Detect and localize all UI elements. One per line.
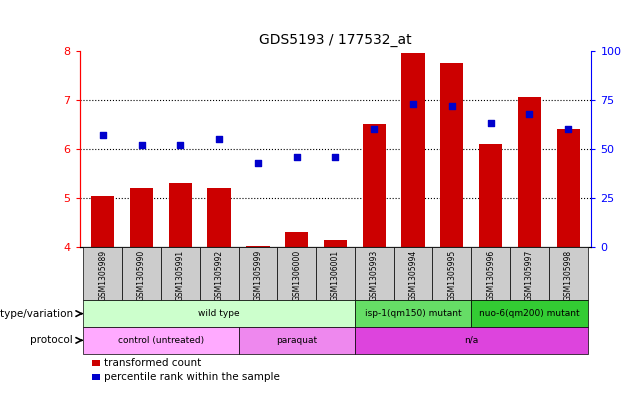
- Bar: [432, 247, 471, 300]
- Bar: [277, 247, 316, 300]
- Bar: [401, 53, 425, 247]
- Bar: [285, 233, 308, 247]
- Text: genotype/variation: genotype/variation: [0, 309, 73, 319]
- Point: [331, 154, 341, 160]
- Bar: [510, 247, 549, 300]
- Bar: [83, 247, 122, 300]
- Text: GSM1305992: GSM1305992: [214, 250, 224, 301]
- Title: GDS5193 / 177532_at: GDS5193 / 177532_at: [259, 33, 411, 47]
- Text: nuo-6(qm200) mutant: nuo-6(qm200) mutant: [479, 309, 580, 318]
- Text: GSM1306000: GSM1306000: [292, 250, 301, 301]
- Point: [214, 136, 225, 142]
- Text: GSM1305990: GSM1305990: [137, 250, 146, 301]
- Bar: [83, 327, 238, 354]
- Bar: [471, 300, 588, 327]
- Text: GSM1305998: GSM1305998: [563, 250, 572, 301]
- Bar: [394, 247, 432, 300]
- Bar: [355, 327, 588, 354]
- Bar: [130, 188, 153, 247]
- Text: protocol: protocol: [31, 335, 73, 345]
- Text: GSM1305996: GSM1305996: [486, 250, 495, 301]
- Point: [408, 101, 418, 107]
- Text: percentile rank within the sample: percentile rank within the sample: [104, 372, 280, 382]
- Bar: [122, 247, 161, 300]
- Bar: [238, 247, 277, 300]
- Bar: [479, 144, 502, 247]
- Point: [446, 103, 457, 109]
- Point: [292, 154, 302, 160]
- Point: [563, 126, 573, 132]
- Text: GSM1305994: GSM1305994: [408, 250, 418, 301]
- Text: GSM1305993: GSM1305993: [370, 250, 379, 301]
- Text: control (untreated): control (untreated): [118, 336, 204, 345]
- Text: wild type: wild type: [198, 309, 240, 318]
- Point: [369, 126, 379, 132]
- Text: GSM1305995: GSM1305995: [447, 250, 457, 301]
- Bar: [83, 300, 355, 327]
- Text: GSM1305991: GSM1305991: [176, 250, 185, 301]
- Point: [98, 132, 108, 138]
- Bar: [246, 246, 270, 247]
- Text: GSM1305999: GSM1305999: [253, 250, 263, 301]
- Text: n/a: n/a: [464, 336, 478, 345]
- Text: GSM1306001: GSM1306001: [331, 250, 340, 301]
- Text: transformed count: transformed count: [104, 358, 201, 368]
- Point: [485, 120, 495, 127]
- Bar: [207, 188, 231, 247]
- Bar: [238, 327, 355, 354]
- Bar: [518, 97, 541, 247]
- Text: isp-1(qm150) mutant: isp-1(qm150) mutant: [365, 309, 461, 318]
- Text: GSM1305989: GSM1305989: [99, 250, 107, 301]
- Bar: [316, 247, 355, 300]
- Bar: [440, 63, 464, 247]
- Bar: [355, 247, 394, 300]
- Bar: [556, 129, 580, 247]
- Bar: [549, 247, 588, 300]
- Point: [253, 160, 263, 166]
- Point: [137, 142, 147, 148]
- Bar: [471, 247, 510, 300]
- Text: GSM1305997: GSM1305997: [525, 250, 534, 301]
- Bar: [169, 183, 192, 247]
- Bar: [91, 196, 114, 247]
- Bar: [355, 300, 471, 327]
- Point: [524, 110, 534, 117]
- Bar: [324, 240, 347, 247]
- Text: paraquat: paraquat: [276, 336, 317, 345]
- Bar: [363, 124, 386, 247]
- Point: [176, 142, 186, 148]
- Bar: [200, 247, 238, 300]
- Bar: [161, 247, 200, 300]
